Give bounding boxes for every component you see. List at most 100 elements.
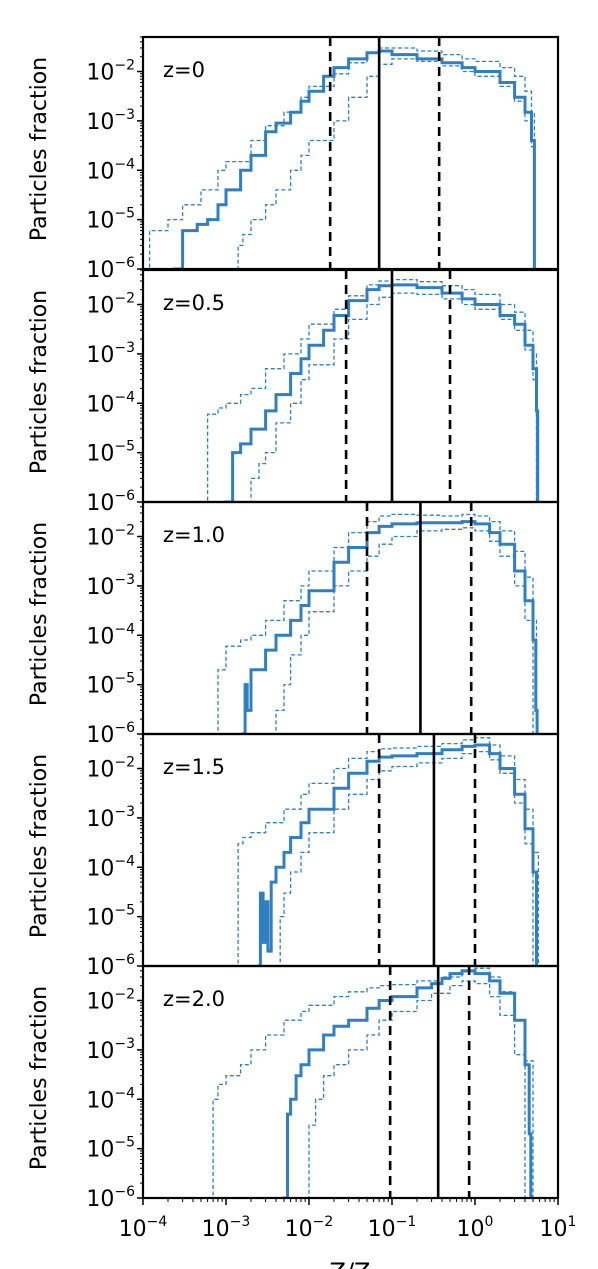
y-tick-label-base: 10 (86, 343, 114, 368)
x-tick-label: 100 (457, 1214, 494, 1242)
y-tick-label-base: 10 (86, 990, 114, 1015)
y-tick-label: 10−3 (86, 340, 135, 368)
plot-area (212, 502, 539, 734)
y-tick-label-base: 10 (86, 110, 114, 135)
y-tick-label: 10−4 (86, 156, 135, 184)
y-tick-label: 10−2 (86, 291, 135, 319)
percentile-histogram-2 (304, 980, 526, 1198)
y-tick-label-exp: −3 (114, 572, 135, 588)
y-tick-label-exp: −5 (114, 903, 135, 919)
panel-frame (141, 964, 560, 1200)
y-tick-label-exp: −3 (114, 107, 135, 123)
y-tick-label-base: 10 (86, 1088, 114, 1113)
y-tick-label-exp: −2 (114, 755, 135, 771)
y-tick-label-exp: −3 (114, 804, 135, 820)
x-tick-label-exp: 0 (485, 1214, 494, 1230)
y-tick-label: 10−6 (86, 720, 135, 748)
y-tick-label-base: 10 (86, 758, 114, 783)
y-tick-label-exp: −5 (114, 1135, 135, 1151)
y-tick-label-base: 10 (86, 575, 114, 600)
percentile-histogram-2 (275, 750, 534, 966)
percentile-histogram-1 (231, 737, 540, 966)
y-tick-label-base: 10 (86, 209, 114, 234)
percentile-histogram-1 (200, 278, 538, 502)
y-tick-label: 10−2 (86, 987, 135, 1015)
y-tick-label: 10−5 (86, 1135, 135, 1163)
y-tick-label: 10−4 (86, 389, 135, 417)
y-tick-label: 10−3 (86, 572, 135, 600)
percentile-histogram-1 (143, 47, 536, 269)
y-tick-label-exp: −4 (114, 389, 135, 405)
y-axis-label: Particles fraction (27, 754, 52, 938)
x-tick-label: 10−4 (119, 1214, 168, 1242)
y-axis-label: Particles fraction (27, 522, 52, 706)
y-tick-label-base: 10 (86, 674, 114, 699)
y-tick-label-exp: −6 (114, 488, 135, 504)
x-tick-label-exp: −3 (230, 1214, 251, 1230)
y-axis-label: Particles fraction (27, 290, 52, 474)
percentile-histogram-2 (234, 58, 536, 269)
median-histogram-0 (282, 969, 533, 1198)
y-tick-label-base: 10 (86, 294, 114, 319)
y-tick-label-exp: −6 (114, 255, 135, 271)
y-tick-label-base: 10 (86, 723, 114, 748)
x-tick-label: 10−1 (368, 1214, 417, 1242)
x-tick-label: 101 (540, 1214, 577, 1242)
y-tick-label-exp: −4 (114, 1085, 135, 1101)
y-tick-label: 10−6 (86, 952, 135, 980)
x-tick-label-exp: 1 (568, 1214, 577, 1230)
x-tick-label: 10−2 (285, 1214, 334, 1242)
median-histogram-0 (224, 283, 540, 502)
y-tick-label: 10−6 (86, 1184, 135, 1212)
percentile-histogram-1 (212, 513, 538, 734)
y-tick-label: 10−2 (86, 523, 135, 551)
y-tick-label-exp: −4 (114, 156, 135, 172)
plot-area (231, 734, 540, 966)
y-tick-label: 10−3 (86, 107, 135, 135)
x-tick-label-base: 10 (119, 1217, 147, 1242)
y-tick-label: 10−6 (86, 488, 135, 516)
y-tick-label: 10−2 (86, 58, 135, 86)
y-tick-label-exp: −2 (114, 58, 135, 74)
y-tick-label: 10−4 (86, 621, 135, 649)
panel-label: z=0 (163, 58, 205, 82)
y-tick-label: 10−5 (86, 903, 135, 931)
y-tick-label-base: 10 (86, 159, 114, 184)
y-tick-label: 10−2 (86, 755, 135, 783)
y-axis-label: Particles fraction (27, 57, 52, 241)
panel-label: z=0.5 (163, 291, 225, 315)
y-tick-label: 10−5 (86, 206, 135, 234)
y-tick-label: 10−6 (86, 255, 135, 283)
x-tick-label-base: 10 (457, 1217, 485, 1242)
x-axis-label: Z/Z (330, 1258, 371, 1269)
x-tick-label-exp: −1 (396, 1214, 417, 1230)
y-tick-label-exp: −4 (114, 621, 135, 637)
y-tick-label-exp: −6 (114, 720, 135, 736)
y-tick-label-base: 10 (86, 906, 114, 931)
plot-area (206, 966, 534, 1198)
y-tick-label-base: 10 (86, 1138, 114, 1163)
percentile-histogram-2 (270, 527, 534, 734)
panel-label: z=1.5 (163, 755, 225, 779)
x-tick-label-exp: −4 (147, 1214, 168, 1230)
y-tick-label-exp: −5 (114, 439, 135, 455)
percentile-histogram-2 (246, 292, 538, 502)
x-tick-label-base: 10 (368, 1217, 396, 1242)
y-tick-label-exp: −4 (114, 853, 135, 869)
median-histogram-0 (241, 520, 539, 734)
y-tick-label-base: 10 (86, 442, 114, 467)
panel-label: z=1.0 (163, 523, 225, 547)
y-tick-label-exp: −3 (114, 340, 135, 356)
median-histogram-0 (173, 49, 536, 269)
y-tick-label-base: 10 (86, 1039, 114, 1064)
y-tick-label: 10−5 (86, 439, 135, 467)
y-tick-label-exp: −6 (114, 952, 135, 968)
y-tick-label: 10−4 (86, 853, 135, 881)
y-tick-label-base: 10 (86, 258, 114, 283)
median-histogram-0 (257, 743, 538, 966)
x-tick-label-exp: −2 (313, 1214, 334, 1230)
